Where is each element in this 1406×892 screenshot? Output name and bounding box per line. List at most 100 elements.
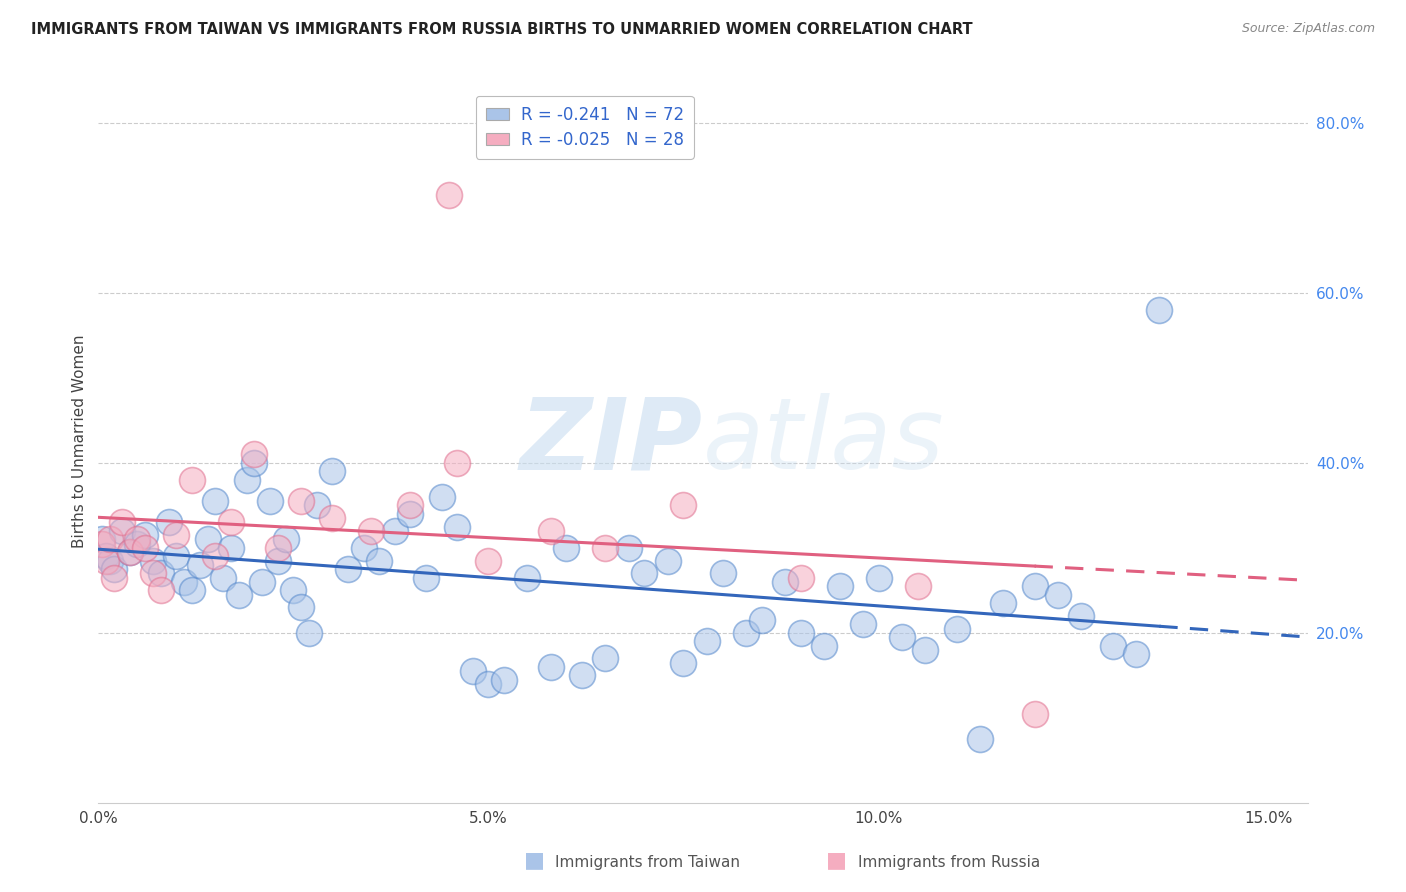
Point	[696, 634, 718, 648]
Point	[188, 558, 211, 572]
Point	[204, 549, 226, 564]
Point	[259, 494, 281, 508]
Point	[212, 570, 235, 584]
Point	[672, 498, 695, 512]
Point	[1101, 639, 1123, 653]
Point	[1046, 588, 1069, 602]
Text: Immigrants from Taiwan: Immigrants from Taiwan	[555, 855, 741, 870]
Point	[446, 456, 468, 470]
Point	[969, 732, 991, 747]
Point	[142, 566, 165, 581]
Point	[243, 447, 266, 461]
Point	[197, 533, 219, 547]
Point	[96, 553, 118, 567]
Point	[384, 524, 406, 538]
Point	[142, 553, 165, 567]
Point	[181, 583, 204, 598]
Point	[993, 596, 1015, 610]
Point	[181, 473, 204, 487]
Point	[91, 533, 114, 547]
Point	[267, 541, 290, 555]
Point	[1070, 608, 1092, 623]
Point	[439, 188, 461, 202]
Point	[494, 673, 516, 687]
Point	[1125, 647, 1147, 661]
Point	[235, 473, 257, 487]
Point	[813, 639, 835, 653]
Point	[290, 600, 312, 615]
Point	[103, 570, 125, 584]
Point	[96, 549, 118, 564]
Point	[430, 490, 453, 504]
Point	[890, 630, 912, 644]
Point	[555, 541, 578, 555]
Text: IMMIGRANTS FROM TAIWAN VS IMMIGRANTS FROM RUSSIA BIRTHS TO UNMARRIED WOMEN CORRE: IMMIGRANTS FROM TAIWAN VS IMMIGRANTS FRO…	[31, 22, 973, 37]
Point	[477, 553, 499, 567]
Point	[852, 617, 875, 632]
Point	[446, 519, 468, 533]
Point	[337, 562, 360, 576]
Point	[243, 456, 266, 470]
Point	[735, 625, 758, 640]
Point	[118, 545, 141, 559]
Point	[111, 516, 134, 530]
Point	[91, 536, 114, 550]
Point	[595, 651, 617, 665]
Point	[274, 533, 297, 547]
Point	[617, 541, 640, 555]
Point	[751, 613, 773, 627]
Point	[672, 656, 695, 670]
Point	[252, 574, 274, 589]
Point	[127, 536, 149, 550]
Point	[165, 549, 187, 564]
Point	[828, 579, 851, 593]
Point	[360, 524, 382, 538]
Point	[789, 625, 811, 640]
Point	[516, 570, 538, 584]
Point	[399, 507, 422, 521]
Point	[305, 498, 328, 512]
Point	[1024, 706, 1046, 721]
Point	[204, 494, 226, 508]
Point	[1149, 302, 1171, 317]
Point	[173, 574, 195, 589]
Point	[773, 574, 796, 589]
Text: ■: ■	[524, 850, 544, 870]
Text: Source: ZipAtlas.com: Source: ZipAtlas.com	[1241, 22, 1375, 36]
Point	[290, 494, 312, 508]
Legend: R = -0.241   N = 72, R = -0.025   N = 28: R = -0.241 N = 72, R = -0.025 N = 28	[475, 95, 693, 159]
Text: ZIP: ZIP	[520, 393, 703, 490]
Point	[711, 566, 734, 581]
Point	[111, 524, 134, 538]
Point	[907, 579, 929, 593]
Point	[165, 528, 187, 542]
Point	[789, 570, 811, 584]
Point	[399, 498, 422, 512]
Point	[1024, 579, 1046, 593]
Point	[267, 553, 290, 567]
Point	[595, 541, 617, 555]
Point	[461, 664, 484, 678]
Point	[157, 516, 180, 530]
Text: Immigrants from Russia: Immigrants from Russia	[858, 855, 1040, 870]
Text: ■: ■	[827, 850, 846, 870]
Point	[298, 625, 321, 640]
Point	[149, 566, 172, 581]
Point	[134, 528, 156, 542]
Point	[98, 553, 121, 567]
Point	[228, 588, 250, 602]
Point	[134, 541, 156, 555]
Point	[477, 677, 499, 691]
Point	[98, 533, 121, 547]
Point	[219, 516, 242, 530]
Point	[118, 545, 141, 559]
Point	[321, 464, 343, 478]
Point	[103, 562, 125, 576]
Point	[353, 541, 375, 555]
Text: atlas: atlas	[703, 393, 945, 490]
Point	[540, 524, 562, 538]
Point	[868, 570, 890, 584]
Point	[914, 642, 936, 657]
Point	[321, 511, 343, 525]
Point	[945, 622, 967, 636]
